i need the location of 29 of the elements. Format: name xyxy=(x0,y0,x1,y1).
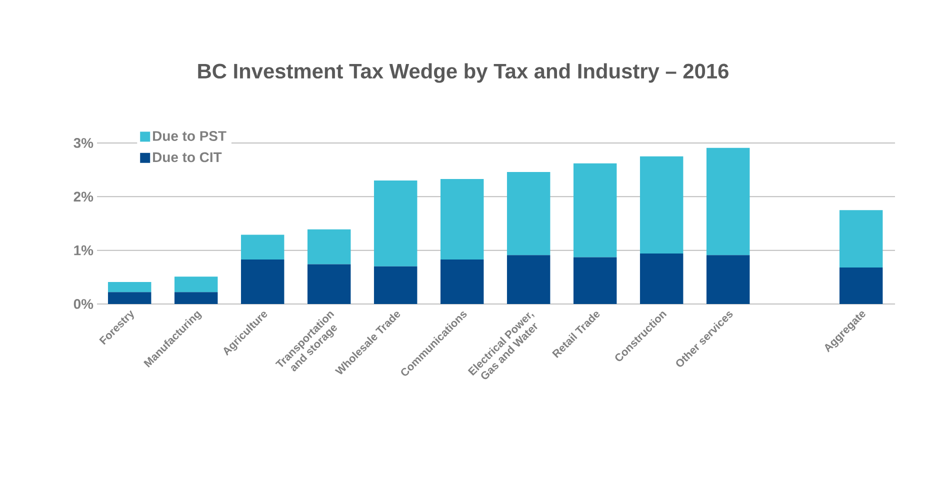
y-tick-label: 3% xyxy=(74,138,94,148)
bar xyxy=(440,178,484,260)
y-tick-label: 0% xyxy=(74,299,94,309)
bar xyxy=(108,282,152,292)
bar xyxy=(374,180,418,266)
bar xyxy=(108,292,152,304)
bar xyxy=(240,259,284,304)
bar xyxy=(839,267,883,304)
bar xyxy=(640,254,684,304)
bar xyxy=(240,234,284,260)
bar xyxy=(573,163,617,258)
bar xyxy=(307,264,351,304)
bar xyxy=(307,229,351,264)
bar xyxy=(706,148,750,256)
legend-label: Due to PST xyxy=(153,131,226,141)
y-tick-label: 1% xyxy=(74,245,94,256)
bar xyxy=(640,156,684,254)
bar xyxy=(374,266,418,304)
bar xyxy=(174,276,218,292)
bar xyxy=(174,292,218,304)
bar xyxy=(506,255,550,304)
bar xyxy=(506,172,550,256)
bar xyxy=(440,259,484,304)
bar xyxy=(839,210,883,268)
y-tick-label: 2% xyxy=(74,192,94,202)
legend-label: Due to CIT xyxy=(153,152,222,162)
bar xyxy=(573,257,617,304)
bar xyxy=(706,255,750,304)
chart-title: BC Investment Tax Wedge by Tax and Industry – 2016 xyxy=(198,63,728,83)
